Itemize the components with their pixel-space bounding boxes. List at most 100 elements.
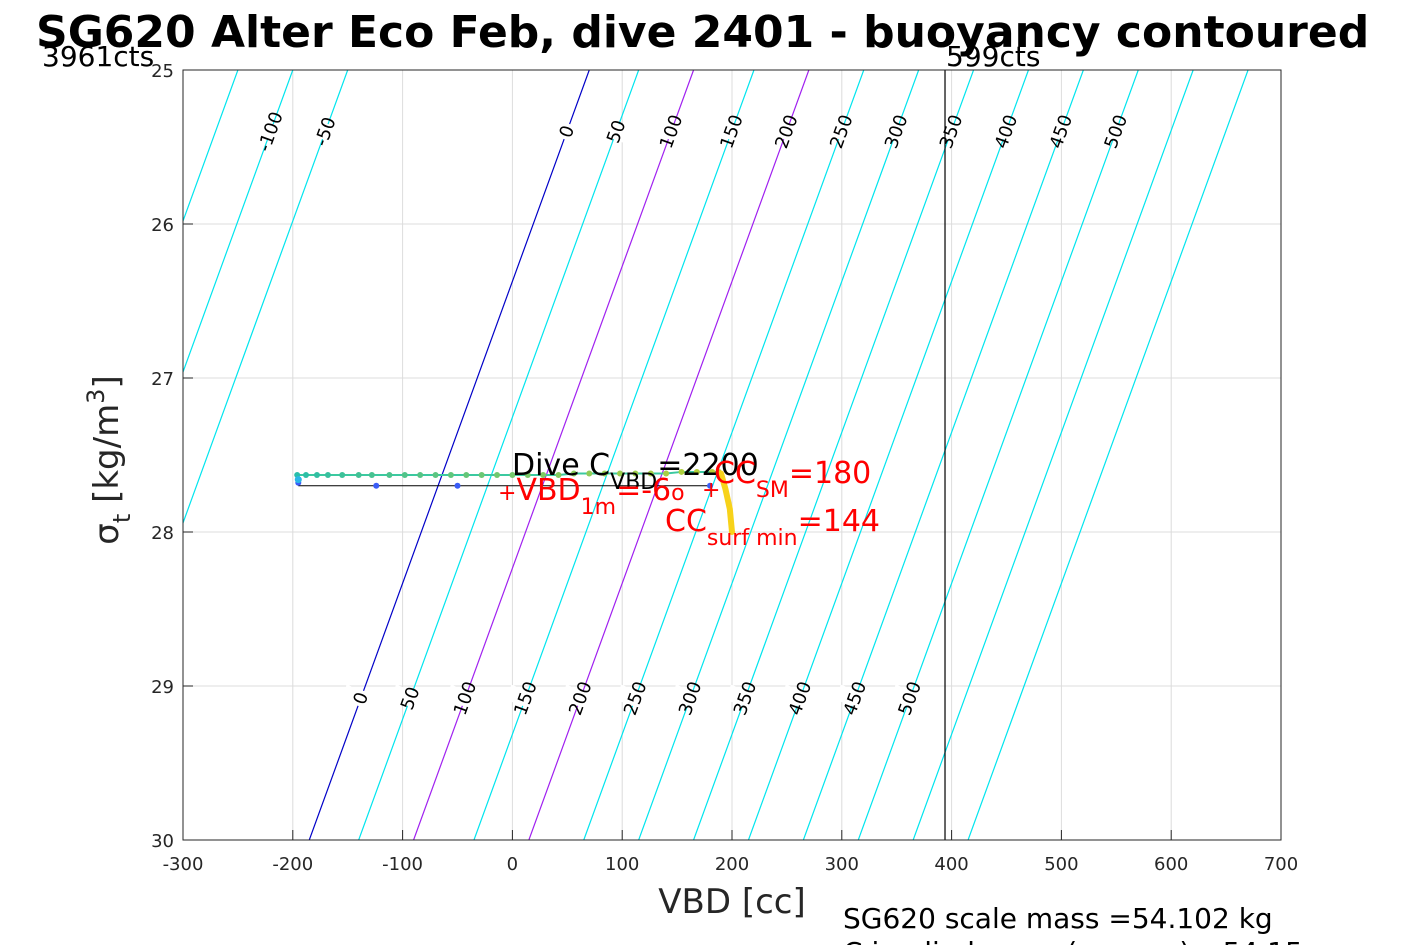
contour-line <box>413 70 695 840</box>
contour-line <box>528 70 810 840</box>
contour-label-bg <box>390 684 430 712</box>
contour-label-bg <box>305 117 345 146</box>
contour-label-bg <box>341 684 381 712</box>
contour-label-bg <box>821 117 862 146</box>
contour-label-bg <box>835 684 875 712</box>
contour-label-bg <box>670 684 710 712</box>
contour-label-bg <box>890 684 930 712</box>
dive-data-point <box>524 472 531 479</box>
dive-data-point <box>647 470 654 477</box>
dive-data-point <box>386 472 393 479</box>
dive-c-annotation: Dive CVBD=2200 <box>512 448 759 495</box>
vbd-1m-annotation: +VBD1m=-6o <box>498 473 685 520</box>
dive-data-point <box>478 472 485 479</box>
y-tick-label: 25 <box>151 61 174 82</box>
dive-data-point <box>339 472 346 479</box>
contour-line <box>358 70 640 840</box>
blue-data-point <box>454 482 461 489</box>
surface-segment <box>718 470 735 535</box>
contour-line <box>473 70 755 840</box>
vbd-1m-marker: o <box>671 481 684 506</box>
y-label-sigma: σ <box>87 523 127 545</box>
y-label-unit: [kg/m <box>87 404 127 514</box>
cc-sm-annotation: CCSM=180 <box>714 456 871 503</box>
dive-data-point <box>417 472 424 479</box>
contour-line <box>747 70 1030 840</box>
x-tick-label: 600 <box>1154 854 1188 875</box>
dive-data-point <box>302 472 309 479</box>
contour-label-bg <box>250 117 291 146</box>
cc-sm-text: CC <box>714 456 756 491</box>
contour-label-bg <box>766 117 807 146</box>
x-tick-label: 400 <box>934 854 968 875</box>
dive-data-point <box>494 472 501 479</box>
contour-line <box>857 70 1139 840</box>
scale-mass-text: SG620 scale mass =54.102 kg <box>843 902 1273 935</box>
dive-data-point <box>586 470 593 477</box>
dive-data-point <box>432 472 439 479</box>
contour-line <box>583 70 865 840</box>
contour-label-bg <box>986 117 1026 146</box>
x-tick-label: 0 <box>507 854 518 875</box>
contour-label-bg <box>1096 117 1136 146</box>
contour-line <box>693 70 975 840</box>
cc-surf-value: =144 <box>798 504 880 539</box>
x-axis-label: VBD [cc] <box>658 882 806 922</box>
dive-data-point <box>355 472 362 479</box>
contour-line <box>183 70 294 374</box>
dive-data-point <box>509 472 516 479</box>
left-count-label: 3961cts <box>42 40 154 73</box>
contour-line <box>0 70 18 840</box>
blue-data-point <box>707 482 714 489</box>
vbd-1m-subscript: 1m <box>581 495 616 520</box>
right-count-label: 599cts <box>946 40 1040 73</box>
dive-data-point <box>324 472 331 479</box>
y-axis-label: σt [kg/m3] <box>82 375 136 544</box>
x-tick-label: 100 <box>605 854 639 875</box>
contour-label-bg <box>931 117 971 146</box>
x-tick-label: -300 <box>163 854 204 875</box>
dive-data <box>294 468 735 535</box>
dive-data-point <box>709 468 716 475</box>
y-tick-label: 28 <box>151 523 174 544</box>
y-tick-label: 26 <box>151 215 174 236</box>
x-tick-label: 200 <box>715 854 749 875</box>
y-tick-label: 29 <box>151 677 174 698</box>
contour-label-bg <box>651 117 691 146</box>
contour-line <box>967 70 1249 840</box>
contour-line <box>308 70 590 840</box>
x-tick-label: -200 <box>272 854 313 875</box>
contour-label-bg <box>547 117 587 146</box>
dive-data-point <box>693 468 700 475</box>
y-label-subscript: t <box>108 514 136 523</box>
contour-line <box>638 70 920 840</box>
dive-data-point <box>601 470 608 477</box>
implied-mass-text: C implied mass (oxygen) =54.15 <box>843 936 1303 945</box>
y-label-superscript: 3 <box>82 389 110 404</box>
contour-label-bg <box>505 684 546 712</box>
contour-label-bg <box>596 117 636 146</box>
dive-data-point <box>540 472 547 479</box>
dive-c-subscript: VBD <box>610 470 657 495</box>
plus-marker: + <box>702 478 720 503</box>
dive-c-value: =2200 <box>657 448 758 483</box>
dive-data-point <box>663 470 670 477</box>
dive-data-point <box>401 472 408 479</box>
dive-data-point <box>617 470 624 477</box>
contour-label-bg <box>615 684 655 712</box>
contour-label-bg <box>780 684 820 712</box>
contour-line <box>0 70 73 840</box>
start-data-point <box>294 476 302 484</box>
chart-title: SG620 Alter Eco Feb, dive 2401 - buoyanc… <box>36 7 1369 58</box>
x-axis-ticks: -300 -200 -100 0 100 200 300 400 500 600 700 <box>163 830 1298 875</box>
contour-label-bg <box>876 117 916 146</box>
dive-data-point <box>678 468 685 475</box>
dive-data-point <box>463 472 470 479</box>
contour-line <box>183 70 239 223</box>
contour-line <box>802 70 1084 840</box>
buoyancy-contours <box>0 70 1249 840</box>
dive-c-text: Dive C <box>512 448 610 483</box>
y-axis-ticks: 25 26 27 28 29 30 <box>151 61 193 852</box>
contour-label-bg <box>1041 117 1081 146</box>
contour-label-bg <box>560 684 601 712</box>
